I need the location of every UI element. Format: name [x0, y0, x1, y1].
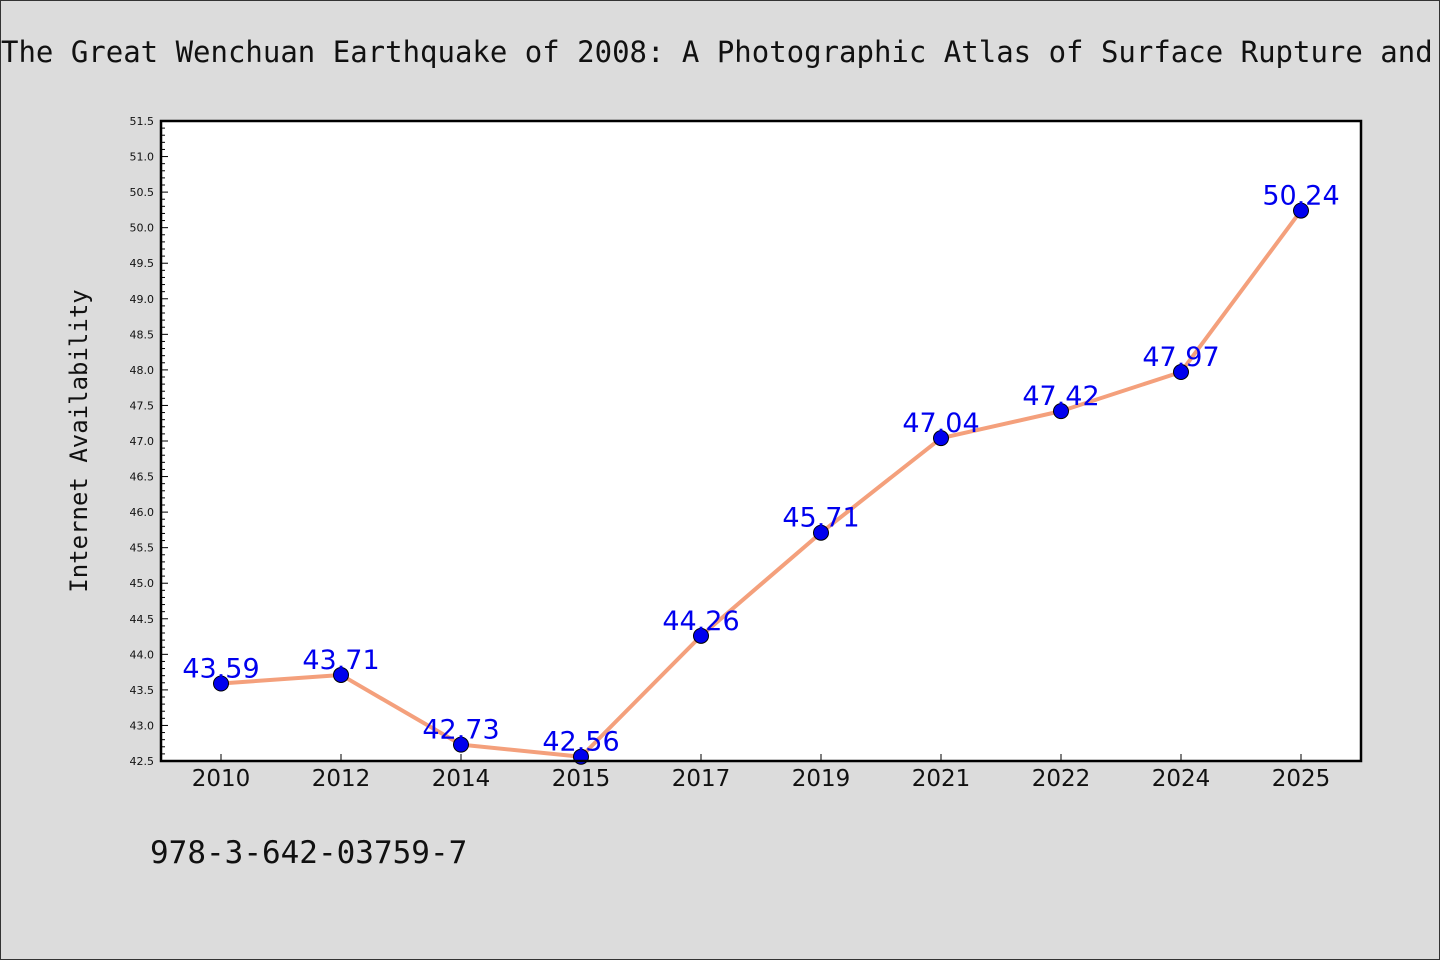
y-tick-label: 49.5 — [130, 257, 155, 270]
data-point — [693, 627, 709, 644]
x-tick-label: 2014 — [432, 766, 491, 792]
data-label: 47.97 — [1142, 342, 1219, 373]
series-line — [219, 208, 1303, 759]
x-tick-label: 2012 — [312, 766, 371, 792]
plot-area — [161, 121, 1361, 761]
data-label: 43.59 — [182, 653, 259, 684]
plot-frame — [159, 119, 1363, 763]
data-point — [1293, 202, 1309, 219]
x-tick-label: 2019 — [792, 766, 851, 792]
y-tick-label: 51.5 — [130, 115, 155, 128]
x-tick-label: 2025 — [1272, 766, 1331, 792]
data-label: 50.24 — [1262, 181, 1339, 212]
data-point — [453, 736, 469, 753]
data-point — [1053, 403, 1069, 420]
data-label: 42.56 — [542, 727, 619, 758]
data-label: 43.71 — [302, 645, 379, 676]
data-label: 42.73 — [422, 715, 499, 746]
y-tick-label: 42.5 — [130, 755, 155, 768]
x-tick-label: 2021 — [912, 766, 971, 792]
y-tick-label: 46.5 — [130, 471, 155, 484]
y-tick-label: 48.0 — [130, 364, 155, 377]
data-point — [933, 430, 949, 447]
y-tick-label: 44.5 — [130, 613, 155, 626]
y-tick-label: 51.0 — [130, 151, 155, 164]
y-tick-label: 46.0 — [130, 506, 155, 519]
y-tick-label: 47.0 — [130, 435, 155, 448]
x-tick-label: 2010 — [192, 766, 251, 792]
data-point — [813, 524, 829, 541]
y-tick-label: 43.0 — [130, 719, 155, 732]
x-tick-label: 2022 — [1032, 766, 1091, 792]
chart-title: The Great Wenchuan Earthquake of 2008: A… — [1, 35, 1439, 69]
y-tick-label: 50.0 — [130, 222, 155, 235]
isbn-label: 978-3-642-03759-7 — [150, 835, 468, 871]
data-label: 45.71 — [782, 503, 859, 534]
data-point — [333, 666, 349, 683]
y-tick-label: 49.0 — [130, 293, 155, 306]
y-axis-label: Internet Availability — [65, 289, 93, 592]
data-point — [213, 675, 229, 692]
y-tick-label: 45.5 — [130, 542, 155, 555]
x-tick-label: 2015 — [552, 766, 611, 792]
data-label: 47.42 — [1022, 381, 1099, 412]
y-tick-label: 45.0 — [130, 577, 155, 590]
data-point — [1173, 364, 1189, 381]
y-tick-label: 50.5 — [130, 186, 155, 199]
y-tick-label: 47.5 — [130, 399, 155, 412]
y-tick-label: 43.5 — [130, 684, 155, 697]
x-tick-label: 2017 — [672, 766, 731, 792]
y-tick-label: 44.0 — [130, 648, 155, 661]
data-label: 47.04 — [902, 408, 979, 439]
x-tick-label: 2024 — [1152, 766, 1211, 792]
y-tick-label: 48.5 — [130, 328, 155, 341]
data-label: 44.26 — [662, 606, 739, 637]
